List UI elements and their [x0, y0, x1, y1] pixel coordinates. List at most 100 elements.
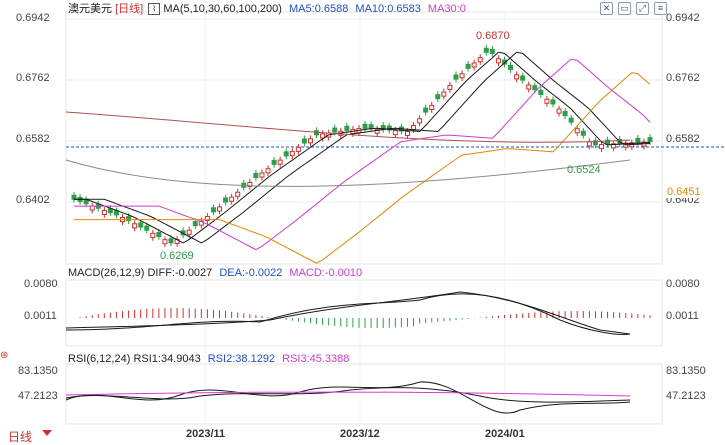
ma30-line: [74, 58, 651, 251]
candle-body: [538, 89, 544, 95]
macd-axis-right: 0.0080: [666, 278, 700, 290]
ma30-value: MA30:0: [427, 3, 466, 15]
candle-body: [562, 111, 568, 117]
candle-icon[interactable]: ⌇: [148, 3, 161, 16]
candle-body: [411, 124, 417, 131]
rsi2-value: RSI2:38.1292: [207, 353, 276, 365]
candle-body: [477, 57, 483, 63]
macd-axis-left: 0.0080: [24, 278, 58, 290]
x-label: 2023/12: [340, 428, 380, 440]
candle-body: [210, 207, 216, 213]
period-tag[interactable]: [日线]: [115, 3, 144, 15]
candle-body: [435, 94, 441, 100]
chart-header: 澳元美元 [日线] ⌇ MA(5,10,30,60,100,200) MA5:0…: [68, 2, 466, 16]
candle-body: [253, 172, 259, 179]
macd-label: MACD(26,12,9): [68, 267, 145, 279]
menu-icon[interactable]: ≡: [654, 2, 667, 15]
candle-body: [101, 209, 107, 216]
candle-body: [289, 151, 295, 157]
candle-body: [508, 64, 514, 70]
candle-body: [295, 146, 301, 152]
rsi-axis-right: 83.1350: [666, 365, 706, 377]
candle-body: [635, 137, 641, 143]
candle-body: [229, 196, 235, 202]
rsi-axis-left: 83.1350: [18, 365, 58, 377]
candle-body: [568, 117, 574, 123]
price-label-right: 0.6582: [666, 133, 700, 145]
ma10-line: [74, 51, 651, 244]
x-label: 2024/01: [485, 428, 525, 440]
candle-body: [544, 98, 550, 104]
candle-body: [138, 222, 144, 228]
rsi3-value: RSI3:45.3388: [282, 353, 350, 365]
candle-body: [320, 133, 326, 139]
candle-body: [192, 221, 198, 227]
candle-body: [592, 140, 598, 146]
candle-body: [144, 225, 150, 231]
candle-body: [453, 74, 459, 80]
rsi3-line: [65, 391, 631, 397]
fullscreen-icon[interactable]: ⤢: [636, 2, 649, 15]
cross-icon[interactable]: ✕: [600, 2, 613, 15]
rect-icon[interactable]: ▭: [618, 2, 631, 15]
gear-icon[interactable]: ⊛: [0, 350, 9, 361]
ma60-line: [74, 72, 651, 264]
candle-body: [520, 75, 526, 81]
candle-body: [332, 127, 338, 133]
low-annotation-right: 0.6524: [567, 164, 601, 176]
candle-body: [441, 91, 447, 97]
macd-axis-left: 0.0011: [24, 310, 57, 322]
rsi-header: RSI(6,12,24) RSI1:34.9043 RSI2:38.1292 R…: [68, 352, 349, 366]
ma5-line: [74, 51, 651, 244]
macd-dea: DEA:-0.0022: [219, 267, 283, 279]
candle-body: [580, 130, 586, 136]
dropdown-icon[interactable]: [42, 430, 52, 436]
ma5-value: MA5:0.6588: [289, 3, 349, 15]
candle-body: [277, 159, 283, 165]
low-annotation-left: 0.6269: [160, 250, 194, 262]
price-label-left: 0.6942: [16, 12, 50, 24]
macd-diff-line: [65, 293, 631, 335]
candle-body: [186, 229, 192, 235]
candle-body: [647, 137, 653, 143]
candle-body: [271, 159, 277, 165]
candle-body: [605, 139, 611, 145]
price-label-left: 0.6762: [16, 72, 50, 84]
candle-body: [301, 138, 307, 144]
price-label-left: 0.6582: [16, 133, 50, 145]
candle-body: [423, 107, 429, 113]
candle-body: [526, 84, 532, 90]
candle-body: [344, 125, 350, 131]
macd-dea-line: [65, 291, 631, 335]
rsi-panel: [65, 363, 663, 425]
price-label-left: 0.6402: [16, 194, 50, 206]
candle-body: [247, 181, 253, 188]
symbol-label: 澳元美元: [68, 3, 112, 15]
candle-body: [223, 197, 229, 203]
candle-body: [132, 223, 138, 229]
current-price-tag: 0.6451: [664, 186, 704, 198]
candle-body: [514, 74, 520, 80]
candle-body: [235, 191, 241, 197]
x-label: 2023/11: [186, 428, 226, 440]
toolbar: ✕ ▭ ⤢ ≡: [600, 2, 667, 15]
candle-body: [126, 216, 132, 222]
macd-axis-right: 0.0011: [666, 310, 699, 322]
candle-body: [374, 128, 380, 134]
ma-params: MA(5,10,30,60,100,200): [163, 3, 282, 15]
candle-body: [417, 118, 423, 124]
footer-period[interactable]: 日线: [8, 430, 33, 444]
candle-body: [550, 99, 556, 105]
candle-body: [307, 138, 313, 144]
ma200-line: [65, 111, 631, 143]
rsi-label: RSI(6,12,24): [68, 353, 131, 365]
candle-body: [150, 232, 156, 238]
high-annotation: 0.6870: [476, 30, 510, 42]
candle-body: [71, 194, 77, 200]
macd-diff: DIFF:-0.0027: [147, 267, 213, 279]
candle-body: [586, 141, 592, 147]
candle-body: [501, 59, 507, 65]
rsi-axis-left: 47.2123: [18, 390, 58, 402]
candle-body: [198, 220, 204, 226]
